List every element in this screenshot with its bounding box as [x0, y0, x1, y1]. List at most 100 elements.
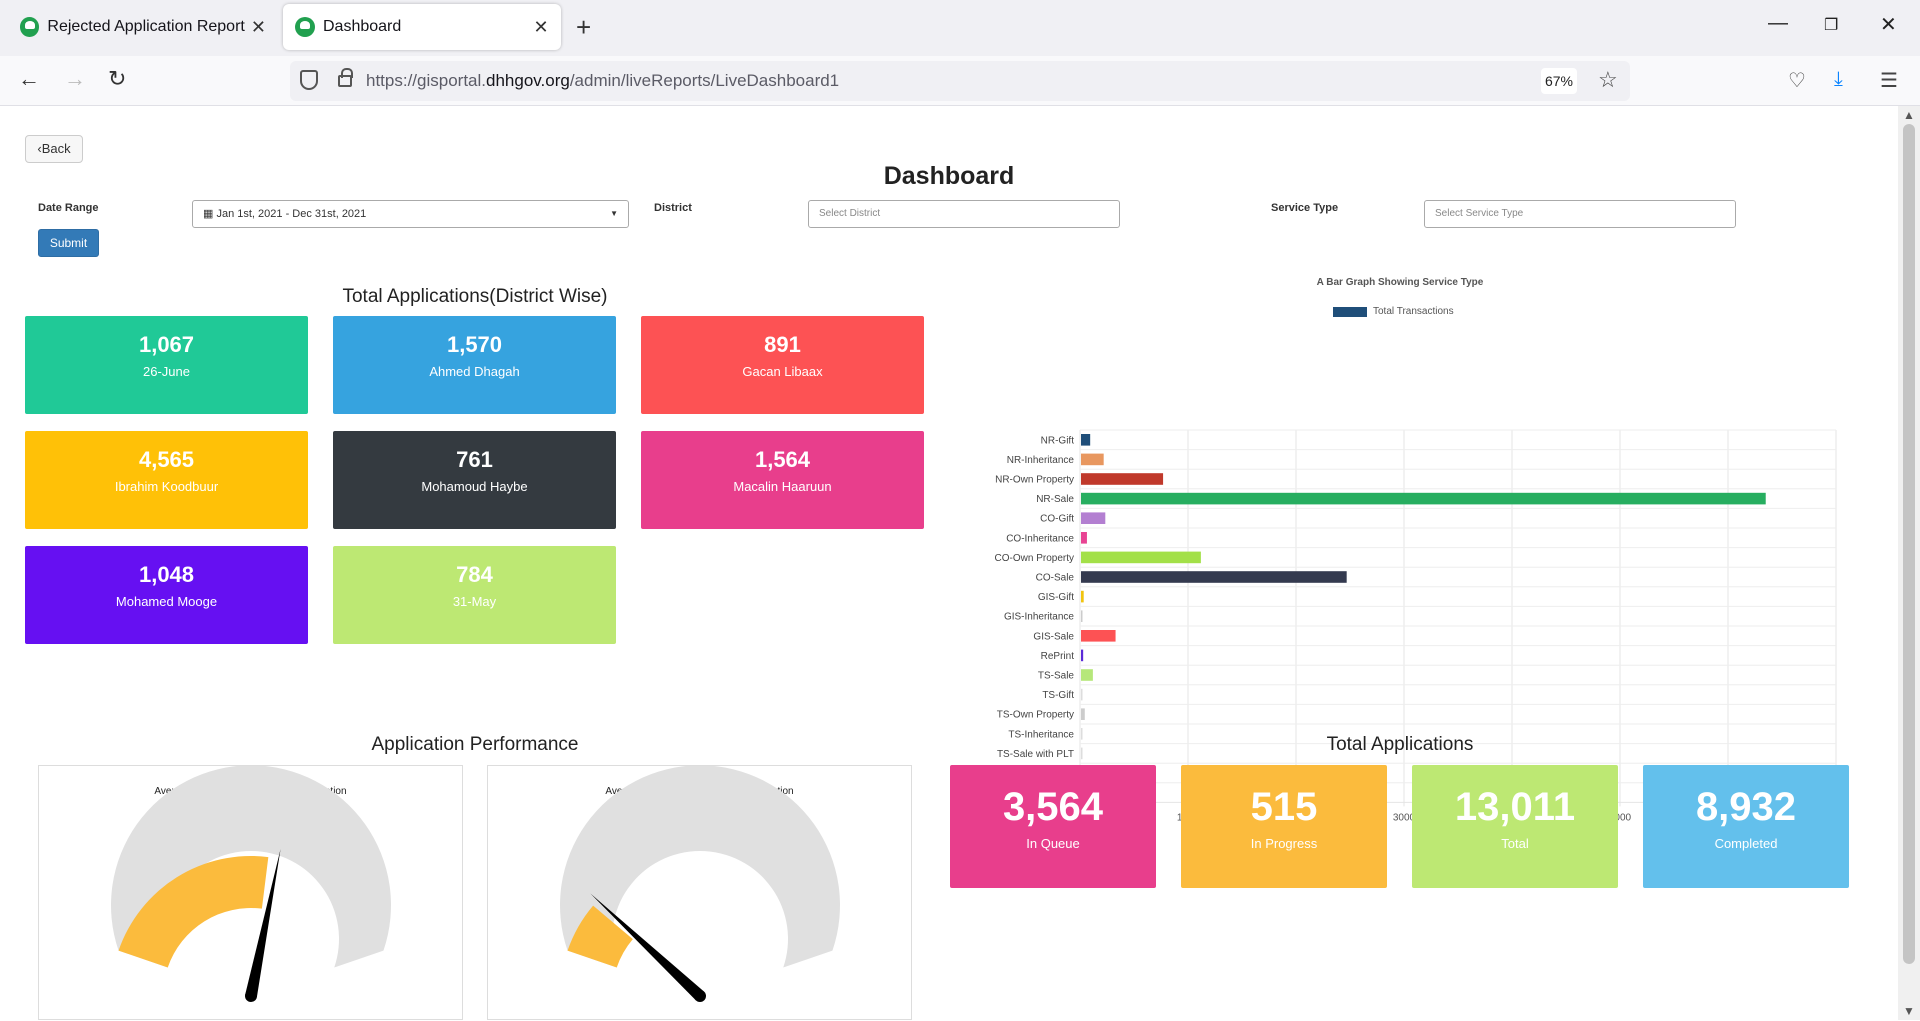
downloads-icon[interactable]: ⤓: [1834, 68, 1843, 90]
bar: [1081, 512, 1106, 524]
y-tick-label: RePrint: [1041, 651, 1075, 662]
district-card: 1,570 Ahmed Dhagah: [333, 316, 616, 414]
bar: [1081, 669, 1093, 681]
bar: [1081, 649, 1084, 662]
tracking-shield-icon[interactable]: [300, 70, 318, 90]
district-count: 1,570: [446, 332, 503, 357]
service-type-label: Service Type: [1271, 202, 1339, 214]
back-arrow-icon[interactable]: ←: [18, 66, 40, 91]
performance-section-title: Application Performance: [371, 734, 579, 755]
district-name: Mohamoud Hayb​e: [421, 479, 528, 494]
scroll-up-icon[interactable]: ▲: [1903, 108, 1915, 122]
restore-icon[interactable]: ❐: [1824, 17, 1839, 34]
y-tick-label: CO-Inheritance: [1006, 533, 1074, 544]
gauge-assigned-to-completion: Average Time from Assigned to Completion: [38, 765, 463, 1020]
calendar-icon: ▦: [203, 208, 214, 220]
district-card: 761 Mohamoud Hayb​e: [333, 431, 616, 529]
y-tick-label: GIS-Inheritance: [1004, 612, 1074, 623]
district-count: 784: [456, 562, 493, 587]
district-section-title: Total Applications(District Wise): [342, 286, 608, 307]
district-count: 1,048: [138, 562, 195, 587]
district-count: 1,564: [754, 447, 811, 472]
total-count: 8,932: [1695, 785, 1797, 829]
bar: [1081, 747, 1083, 760]
site-favicon-icon: [20, 17, 40, 37]
bar: [1081, 590, 1084, 603]
reload-icon[interactable]: ↻: [108, 66, 127, 91]
url-text[interactable]: https://gisportal.dhhgov.org/admin/liveR…: [366, 71, 840, 90]
district-count: 4,565: [138, 447, 195, 472]
close-window-icon[interactable]: ✕: [1880, 14, 1897, 36]
browser-tab-bar: Rejected Application Report ✕ Dashboard …: [0, 0, 1920, 56]
scroll-down-icon[interactable]: ▼: [1903, 1004, 1915, 1018]
gauge-needle-pivot: [694, 990, 706, 1002]
gauge-fill: [567, 905, 633, 968]
scrollbar-thumb[interactable]: [1903, 124, 1915, 964]
y-tick-label: NR-Own Property: [995, 475, 1074, 486]
district-select[interactable]: Select District: [808, 200, 1120, 228]
tab-title: Dashboard: [323, 18, 402, 35]
total-card: 515 In Progress: [1181, 765, 1387, 888]
page-content: ‹Back Dashboard Date Range ▦ Jan 1st, 20…: [0, 106, 1898, 1020]
total-count: 3,564: [1002, 785, 1104, 829]
y-tick-label: CO-Sale: [1036, 573, 1075, 584]
y-tick-label: CO-Own Property: [995, 553, 1074, 564]
y-tick-label: NR-Gift: [1041, 435, 1075, 446]
y-tick-label: GIS-Gift: [1038, 592, 1074, 603]
gauge-track: [560, 766, 840, 968]
bar: [1081, 728, 1083, 740]
y-tick-label: TS-Own Property: [997, 710, 1074, 721]
zoom-level[interactable]: 67%: [1541, 68, 1577, 94]
back-button[interactable]: ‹Back: [25, 135, 83, 163]
district-card: 1,564 Macalin Haaruun: [641, 431, 924, 529]
legend-swatch: [1333, 306, 1367, 317]
y-tick-label: NR-Inheritance: [1007, 455, 1075, 466]
total-card: 8,932 Completed: [1643, 765, 1849, 888]
bar: [1081, 688, 1083, 701]
page-scrollbar[interactable]: ▲ ▼: [1898, 106, 1920, 1020]
close-tab-icon[interactable]: ✕: [533, 16, 549, 37]
district-name: Ahmed Dhagah: [429, 364, 520, 379]
gauge-needle: [245, 848, 281, 998]
district-name: 26-June: [143, 364, 190, 379]
menu-icon[interactable]: ☰: [1880, 70, 1898, 92]
chart-title: A Bar Graph Showing Service Type: [1316, 277, 1484, 288]
chart-legend: Total Transactions: [1333, 306, 1454, 317]
bar: [1081, 551, 1201, 564]
tab-title: Rejected Application Report: [47, 18, 245, 35]
bar: [1081, 630, 1116, 642]
gauge-track: [111, 766, 391, 968]
minimize-icon[interactable]: —: [1768, 12, 1788, 34]
bookmark-star-icon[interactable]: ☆: [1598, 67, 1618, 92]
legend-label: Total Transactions: [1373, 306, 1454, 317]
district-name: 31-May: [452, 594, 497, 609]
x-tick-label: 3000: [1393, 812, 1416, 823]
forward-arrow-icon[interactable]: →: [64, 66, 86, 91]
y-tick-label: TS-Inheritance: [1008, 729, 1074, 740]
close-tab-icon[interactable]: ✕: [250, 16, 266, 37]
lock-icon[interactable]: [338, 68, 353, 87]
submit-button[interactable]: Submit: [38, 229, 99, 257]
gauge-fill: [118, 856, 269, 968]
pocket-icon[interactable]: ♡: [1788, 70, 1806, 92]
x-tick-label: 5000: [1609, 812, 1632, 823]
tab-dashboard[interactable]: Dashboard ✕: [283, 4, 561, 50]
y-tick-label: CO-Gift: [1040, 514, 1074, 525]
total-count: 515: [1250, 785, 1318, 829]
service-type-select[interactable]: Select Service Type: [1424, 200, 1736, 228]
total-card: 3,564 In Queue: [950, 765, 1156, 888]
district-card: 1,048 Mohamed Mooge: [25, 546, 308, 644]
totals-section-title: Total Applications: [1326, 734, 1474, 755]
bar: [1081, 571, 1347, 583]
district-name: Ibrahim Koodbuur: [114, 479, 219, 494]
tab-rejected-application-report[interactable]: Rejected Application Report ✕: [8, 4, 278, 50]
district-count: 1,067: [138, 332, 195, 357]
gauge-chart: [111, 766, 391, 1002]
bar: [1081, 473, 1164, 485]
new-tab-icon[interactable]: +: [576, 12, 592, 42]
address-bar[interactable]: https://gisportal.dhhgov.org/admin/liveR…: [290, 61, 1630, 101]
gauge-claimed-to-completion: Average Time from Claimed to Completion: [487, 765, 912, 1020]
date-range-picker[interactable]: ▦ Jan 1st, 2021 - Dec 31st, 2021 ▼: [192, 200, 629, 228]
bar: [1081, 610, 1083, 622]
district-count: 761: [456, 447, 493, 472]
